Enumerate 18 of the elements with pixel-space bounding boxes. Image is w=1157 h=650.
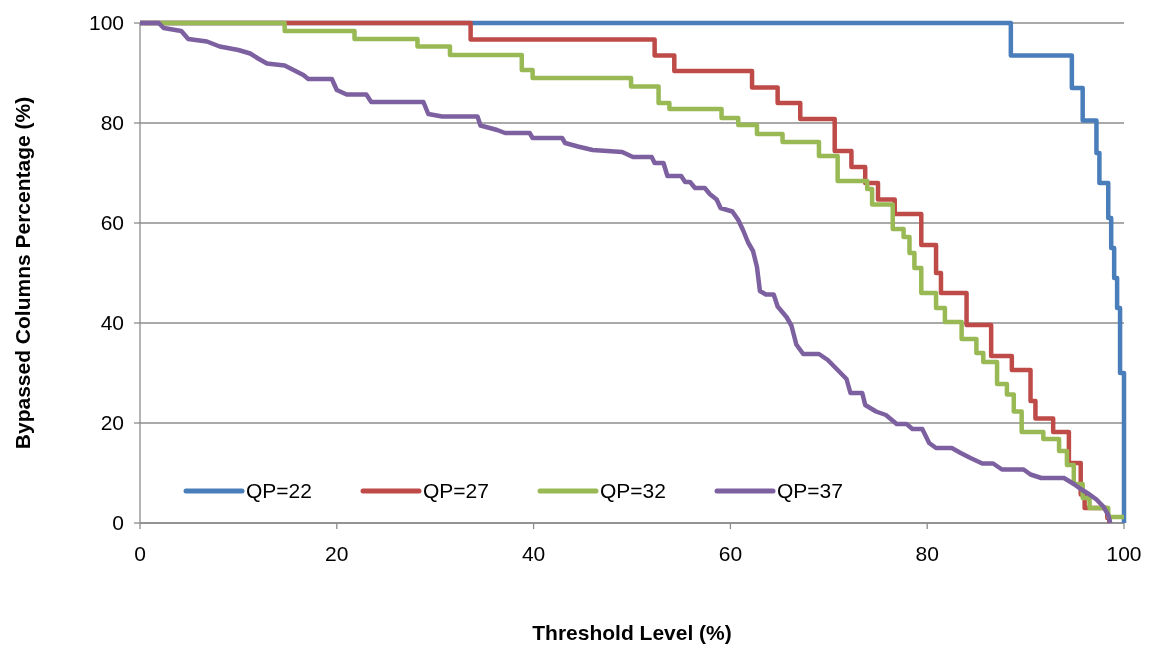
y-tick-label: 0 xyxy=(112,511,124,535)
y-axis-title: Bypassed Columns Percentage (%) xyxy=(11,96,34,450)
y-tick-label: 100 xyxy=(88,11,124,35)
legend-label: QP=22 xyxy=(246,479,312,503)
legend-label: QP=32 xyxy=(600,479,666,503)
x-tick-label: 20 xyxy=(325,542,349,565)
y-tick-label: 60 xyxy=(100,211,124,235)
x-tick-label: 60 xyxy=(718,542,743,565)
y-tick-label: 20 xyxy=(100,411,124,435)
legend-label: QP=37 xyxy=(777,479,843,503)
x-tick-label: 40 xyxy=(521,542,546,565)
x-tick-label: 100 xyxy=(1106,542,1142,565)
y-tick-label: 80 xyxy=(100,111,124,135)
x-axis-title: Threshold Level (%) xyxy=(532,621,732,644)
x-tick-label: 80 xyxy=(915,542,939,565)
y-tick-label: 40 xyxy=(100,311,124,335)
x-tick-label: 0 xyxy=(134,542,146,565)
legend-label: QP=27 xyxy=(423,479,489,503)
